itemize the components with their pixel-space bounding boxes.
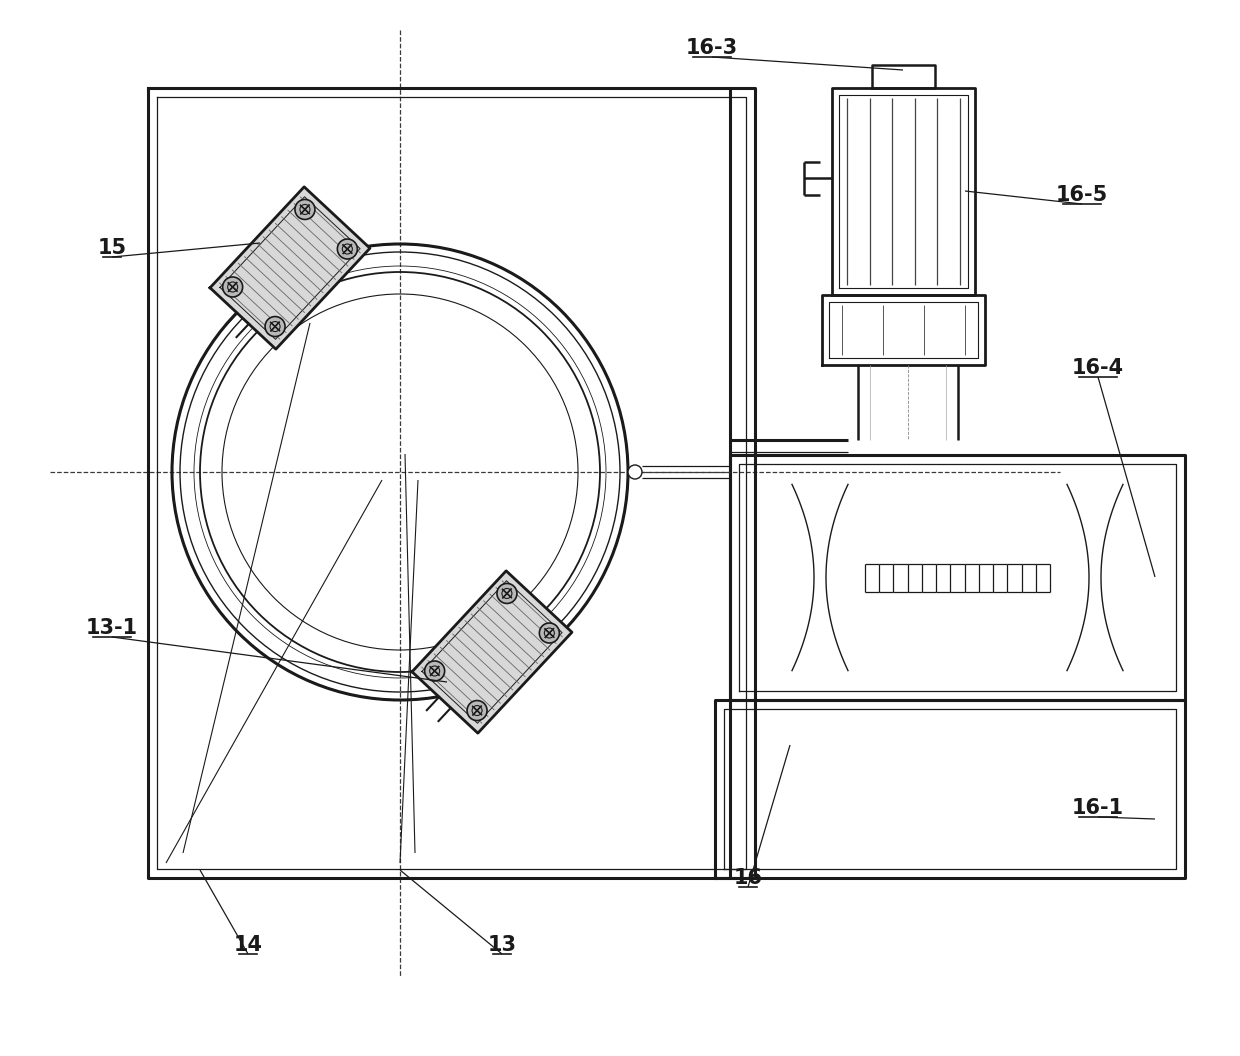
Text: 16-3: 16-3: [686, 38, 738, 58]
Circle shape: [467, 700, 487, 720]
Circle shape: [337, 239, 357, 259]
Circle shape: [424, 661, 445, 681]
Text: 16-5: 16-5: [1056, 185, 1109, 205]
Text: 16: 16: [734, 868, 763, 888]
Circle shape: [223, 277, 243, 297]
Text: 13-1: 13-1: [86, 618, 138, 638]
Circle shape: [295, 200, 315, 220]
Text: 14: 14: [233, 935, 263, 955]
Polygon shape: [210, 187, 370, 350]
Text: 13: 13: [487, 935, 517, 955]
Circle shape: [539, 623, 559, 643]
Circle shape: [265, 317, 285, 337]
Circle shape: [627, 465, 642, 479]
Text: 16-4: 16-4: [1071, 358, 1125, 378]
Text: 16-1: 16-1: [1071, 798, 1125, 818]
Text: 15: 15: [98, 238, 126, 258]
Circle shape: [497, 584, 517, 603]
Polygon shape: [412, 571, 572, 733]
